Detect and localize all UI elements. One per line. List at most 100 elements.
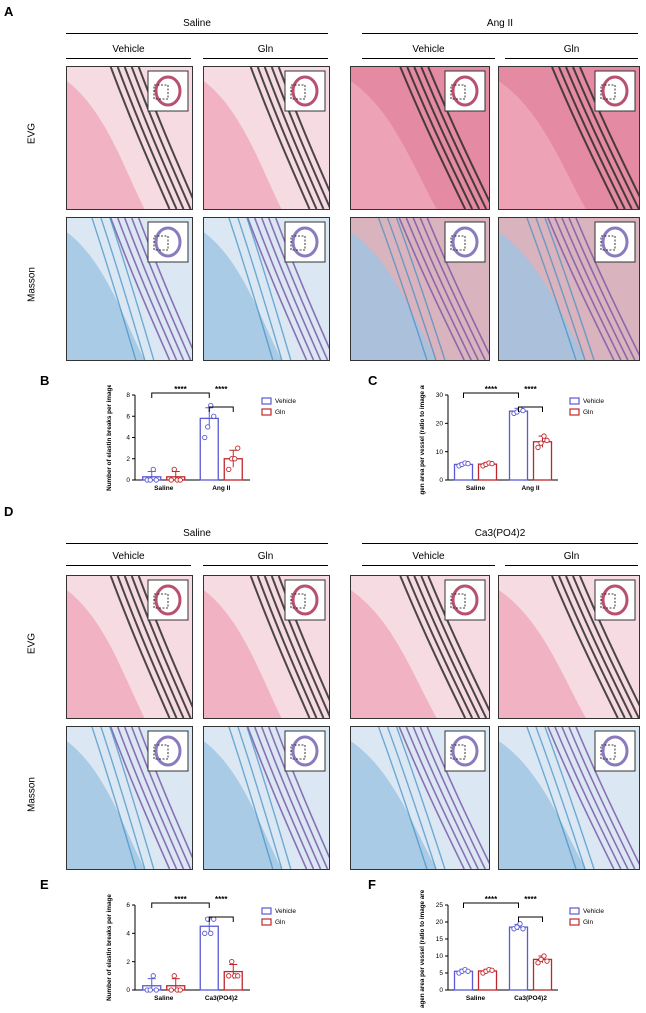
legend-swatch-gln	[261, 408, 272, 416]
y-axis-label: Collagen area per vessel (ratio to image…	[419, 890, 426, 1008]
subgroup-line	[66, 565, 191, 566]
data-point	[150, 973, 156, 979]
data-point	[202, 930, 208, 936]
evg-micrograph	[498, 66, 640, 210]
y-tick-label: 15	[436, 936, 444, 943]
y-tick-label: 4	[126, 931, 130, 938]
masson-micrograph	[350, 217, 490, 361]
significance-bracket	[208, 916, 234, 922]
subgroup-header-d-2: Gln	[257, 551, 274, 562]
x-tick-label: Saline	[466, 995, 486, 1002]
data-point	[235, 973, 241, 979]
x-tick-label: Ang II	[212, 485, 230, 492]
subgroup-line	[362, 565, 495, 566]
y-tick-label: 6	[126, 902, 130, 909]
y-tick-label: 20	[436, 919, 444, 926]
group-line	[362, 33, 638, 34]
x-tick-label: Saline	[154, 485, 174, 492]
data-point	[202, 434, 208, 441]
data-point	[147, 987, 153, 993]
masson-micrograph	[66, 726, 193, 870]
chart-c: Collagen area per vessel (ratio to image…	[419, 385, 604, 495]
y-tick-label: 4	[126, 435, 130, 442]
bar-vehicle-1	[199, 925, 219, 991]
data-point	[147, 477, 153, 483]
panel-label-e: E	[40, 877, 49, 892]
y-tick-label: 10	[436, 953, 444, 960]
data-point	[538, 440, 544, 446]
subgroup-line	[203, 565, 328, 566]
significance-label: ****	[174, 895, 187, 904]
x-tick-label: Saline	[466, 485, 486, 492]
legend-swatch-gln	[569, 408, 580, 416]
row-label-masson-d: Masson	[26, 777, 38, 813]
y-axis-label: Number of elastin breaks per image	[106, 385, 113, 491]
significance-label: ****	[215, 895, 228, 904]
y-tick-label: 8	[126, 392, 130, 399]
y-tick-label: 20	[436, 421, 444, 428]
legend-label-gln: Gln	[583, 919, 594, 926]
masson-micrograph	[203, 726, 330, 870]
y-tick-label: 0	[126, 477, 130, 484]
data-point	[211, 916, 217, 922]
panel-label-b: B	[40, 373, 50, 388]
data-point	[489, 460, 495, 467]
significance-label: ****	[215, 385, 228, 394]
masson-micrograph	[498, 726, 640, 870]
panel-label-a: A	[4, 4, 14, 19]
y-axis-label: Collagen area per vessel (ratio to image…	[419, 385, 426, 495]
y-tick-label: 2	[126, 959, 130, 966]
group-line	[362, 543, 638, 544]
data-point	[520, 407, 526, 414]
subgroup-header-a-4: Gln	[563, 44, 580, 55]
significance-label: ****	[524, 895, 537, 904]
data-point	[168, 987, 174, 993]
data-point	[517, 921, 523, 927]
subgroup-line	[203, 58, 328, 59]
data-point	[205, 424, 211, 430]
data-point	[535, 444, 541, 451]
group-header-d-saline: Saline	[183, 528, 211, 539]
bar-vehicle-1	[508, 926, 529, 991]
group-header-a-saline: Saline	[183, 18, 211, 29]
significance-bracket	[518, 406, 543, 412]
group-header-d-ca: Ca3(PO4)2	[474, 528, 526, 539]
legend-label-gln: Gln	[275, 409, 286, 416]
subgroup-line	[505, 58, 638, 59]
subgroup-line	[505, 565, 638, 566]
significance-label: ****	[524, 385, 537, 394]
y-tick-label: 5	[439, 970, 443, 977]
data-point	[208, 930, 214, 936]
legend-swatch-vehicle	[569, 397, 580, 405]
legend-label-vehicle: Vehicle	[583, 398, 604, 405]
legend-swatch-vehicle	[569, 907, 580, 915]
data-point	[171, 973, 177, 979]
evg-micrograph	[66, 66, 193, 210]
data-point	[489, 967, 495, 973]
legend-swatch-vehicle	[261, 907, 272, 915]
x-tick-label: Saline	[154, 995, 174, 1002]
row-label-evg-d: EVG	[26, 632, 38, 655]
subgroup-header-a-3: Vehicle	[412, 44, 445, 55]
bar-vehicle-1	[508, 410, 529, 481]
data-point	[168, 477, 174, 483]
significance-bracket	[151, 392, 210, 398]
data-point	[541, 953, 547, 959]
data-point	[177, 987, 183, 993]
data-point	[153, 987, 159, 993]
legend-label-vehicle: Vehicle	[275, 398, 296, 405]
evg-micrograph	[66, 575, 193, 719]
y-axis-label: Number of elastin breaks per image	[106, 894, 113, 1001]
data-point	[544, 437, 550, 443]
y-tick-label: 0	[439, 477, 443, 484]
panel-label-d: D	[4, 504, 14, 519]
y-tick-label: 2	[126, 456, 130, 463]
legend-label-gln: Gln	[583, 409, 594, 416]
evg-micrograph	[203, 66, 330, 210]
significance-label: ****	[174, 385, 187, 394]
masson-micrograph	[350, 726, 490, 870]
significance-bracket	[463, 392, 519, 398]
y-tick-label: 30	[436, 392, 444, 399]
masson-micrograph	[498, 217, 640, 361]
subgroup-header-d-4: Gln	[563, 551, 580, 562]
